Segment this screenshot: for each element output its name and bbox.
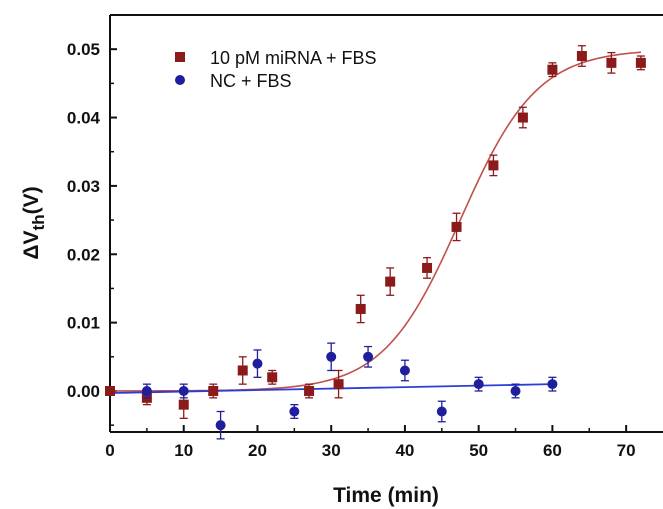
circle-marker [215,420,226,431]
x-tick-label: 30 [322,441,341,460]
data-points [105,45,646,440]
square-marker [105,385,115,396]
square-marker [422,262,433,273]
square-marker [178,399,189,410]
circle-marker [473,379,484,390]
circle-marker [326,351,337,362]
square-marker [333,379,344,390]
x-tick-label: 60 [543,441,562,460]
x-tick-label: 40 [395,441,414,460]
circle-marker [547,379,558,390]
nc-point [547,376,558,392]
legend-marker-circle [175,75,185,85]
y-tick-label: 0.05 [67,40,100,59]
circle-marker [510,385,521,396]
circle-marker [289,406,300,417]
circle-marker [141,385,152,396]
x-tick-label: 10 [174,441,193,460]
mirna-point [267,369,278,385]
nc-point [141,383,152,399]
mirna-point [304,383,315,399]
circle-marker [436,406,447,417]
y-axis-title-sub: th [29,214,48,230]
square-marker [237,365,248,376]
mirna-point [422,257,433,279]
square-marker [488,160,499,171]
mirna-point [606,51,617,74]
nc-point [178,383,189,399]
nc-point [289,404,300,419]
y-tick-label: 0.01 [67,314,100,333]
y-tick-label: 0.03 [67,177,100,196]
square-marker [451,221,462,232]
legend: 10 pM miRNA + FBS NC + FBS [175,48,377,91]
square-marker [606,57,617,68]
mirna-point [635,55,646,71]
x-tick-label: 50 [469,441,488,460]
circle-marker [363,351,374,362]
nc-point [473,376,484,392]
square-marker [635,57,646,68]
circle-marker [252,358,263,369]
nc-point [399,359,410,382]
nc-point [252,349,263,378]
mirna-point [237,356,248,385]
square-marker [547,64,558,75]
square-marker [576,51,587,62]
y-axis-title-delta: ΔV [20,230,43,259]
mirna-point [333,369,344,399]
mirna-point [488,154,499,177]
legend-label-nc: NC + FBS [210,71,292,91]
legend-label-miRNA: 10 pM miRNA + FBS [210,48,377,68]
square-marker [355,303,366,314]
circle-marker [178,385,189,396]
mirna-point [208,383,219,399]
nc-point [215,410,226,440]
nc-point [326,342,337,372]
square-marker [208,385,219,396]
mirna-point [576,45,587,67]
square-marker [517,112,528,123]
mirna-point [547,62,558,78]
square-marker [267,372,278,383]
nc-point [436,400,447,423]
mirna-point [385,267,396,296]
x-tick-label: 70 [617,441,636,460]
x-tick-label: 0 [105,441,114,460]
mirna-point [355,294,366,324]
x-tick-label: 20 [248,441,267,460]
y-tick-label: 0.02 [67,245,100,264]
x-axis-title: Time (min) [333,484,439,507]
circle-marker [399,365,410,376]
nc-point [363,345,374,368]
y-axis-title-unit: (V) [20,186,43,214]
y-axis-title: ΔVth(V) [20,186,48,259]
nc-point [510,383,521,399]
mirna-point [517,106,528,129]
plot-area [110,15,663,432]
mirna-point [451,212,462,242]
mirna-point [105,385,115,396]
square-marker [385,276,396,287]
ticks-layer: 0 10 20 30 40 50 60 70 0.00 0.01 0.02 0.03 0.04 0.05 [67,14,636,460]
y-tick-label: 0.00 [67,382,100,401]
square-marker [304,385,315,396]
y-tick-label: 0.04 [67,109,101,128]
legend-marker-square [175,52,185,62]
